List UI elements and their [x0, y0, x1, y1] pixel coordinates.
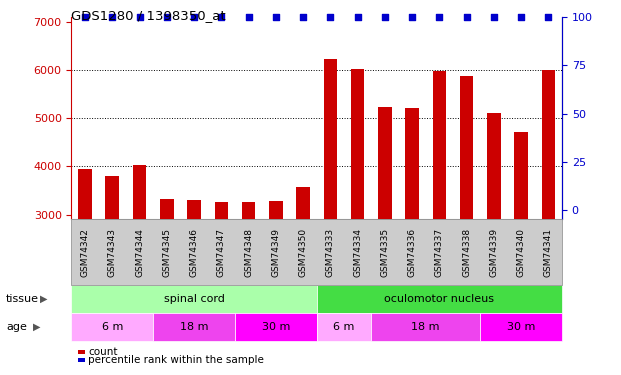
Bar [433, 71, 446, 359]
Text: GSM74343: GSM74343 [108, 228, 117, 277]
Point [80, 14, 90, 20]
Text: GSM74347: GSM74347 [217, 228, 226, 277]
Point [271, 14, 281, 20]
Point [489, 14, 499, 20]
Bar [78, 169, 92, 359]
Text: GSM74342: GSM74342 [81, 228, 89, 277]
Point [162, 14, 172, 20]
Text: GSM74336: GSM74336 [407, 228, 417, 277]
Point [325, 14, 335, 20]
Bar [406, 108, 419, 359]
Point [353, 14, 363, 20]
Bar [542, 70, 555, 359]
Text: GSM74345: GSM74345 [162, 228, 171, 277]
Text: age: age [6, 322, 27, 332]
Text: 30 m: 30 m [261, 322, 290, 332]
Text: GSM74341: GSM74341 [544, 228, 553, 277]
Bar [214, 202, 228, 359]
Text: GSM74346: GSM74346 [189, 228, 199, 277]
Text: ▶: ▶ [40, 294, 48, 304]
Point [434, 14, 444, 20]
Text: 6 m: 6 m [102, 322, 123, 332]
Point [407, 14, 417, 20]
Point [461, 14, 471, 20]
Point [135, 14, 145, 20]
Bar [242, 202, 255, 359]
Text: GSM74344: GSM74344 [135, 228, 144, 277]
Bar [160, 199, 174, 359]
Bar [133, 165, 147, 359]
Text: 18 m: 18 m [412, 322, 440, 332]
Bar [378, 107, 392, 359]
Point [189, 14, 199, 20]
Bar [296, 187, 310, 359]
Text: 18 m: 18 m [180, 322, 208, 332]
Text: oculomotor nucleus: oculomotor nucleus [384, 294, 494, 304]
Text: GSM74334: GSM74334 [353, 228, 362, 277]
Bar [269, 201, 283, 359]
Bar [514, 132, 528, 359]
Point [216, 14, 226, 20]
Bar [460, 76, 473, 359]
Text: 30 m: 30 m [507, 322, 535, 332]
Bar [324, 59, 337, 359]
Text: GSM74340: GSM74340 [517, 228, 525, 277]
Text: GSM74349: GSM74349 [271, 228, 280, 277]
Text: 6 m: 6 m [333, 322, 355, 332]
Point [543, 14, 553, 20]
Text: tissue: tissue [6, 294, 39, 304]
Text: spinal cord: spinal cord [163, 294, 225, 304]
Text: GSM74348: GSM74348 [244, 228, 253, 277]
Text: count: count [88, 347, 118, 357]
Text: GSM74333: GSM74333 [326, 228, 335, 277]
Bar [351, 69, 365, 359]
Text: GDS1280 / 1398350_at: GDS1280 / 1398350_at [71, 9, 226, 22]
Text: GSM74335: GSM74335 [380, 228, 389, 277]
Point [516, 14, 526, 20]
Point [380, 14, 390, 20]
Text: GSM74339: GSM74339 [489, 228, 499, 277]
Point [107, 14, 117, 20]
Bar [106, 176, 119, 359]
Text: GSM74337: GSM74337 [435, 228, 444, 277]
Text: ▶: ▶ [33, 322, 40, 332]
Bar [188, 200, 201, 359]
Text: GSM74338: GSM74338 [462, 228, 471, 277]
Point [243, 14, 253, 20]
Point [298, 14, 308, 20]
Text: GSM74350: GSM74350 [299, 228, 307, 277]
Bar [487, 113, 501, 359]
Text: percentile rank within the sample: percentile rank within the sample [88, 355, 264, 365]
